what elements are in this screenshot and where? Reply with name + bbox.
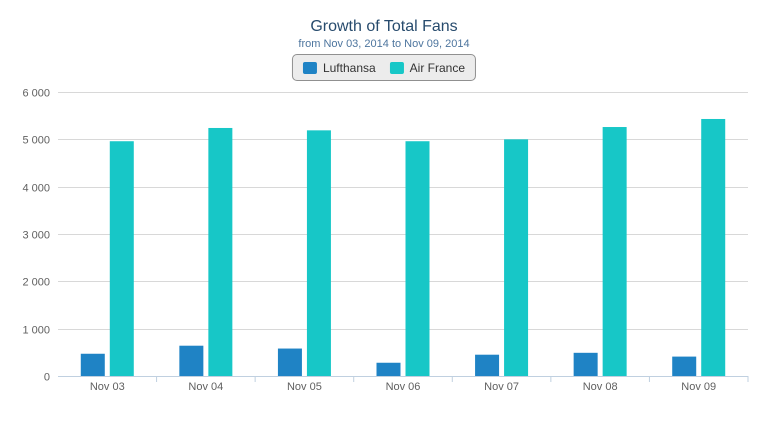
bar-air-france xyxy=(701,118,726,376)
y-tick-label: 0 xyxy=(44,372,50,384)
legend-label-lufthansa: Lufthansa xyxy=(322,60,376,75)
bar-lufthansa xyxy=(376,362,401,376)
legend: Lufthansa Air France xyxy=(291,54,477,81)
y-tick-label: 3 000 xyxy=(22,230,50,242)
bar-lufthansa xyxy=(277,348,302,376)
y-tick-label: 1 000 xyxy=(22,325,50,337)
y-tick-label: 5 000 xyxy=(22,135,50,147)
chart-subtitle: from Nov 03, 2014 to Nov 09, 2014 xyxy=(298,38,470,50)
bar-air-france xyxy=(504,139,529,376)
legend-label-air-france: Air France xyxy=(409,60,466,75)
y-tick-label: 2 000 xyxy=(22,277,50,289)
bar-lufthansa xyxy=(672,356,697,376)
y-tick-label: 6 000 xyxy=(22,88,50,100)
bar-air-france xyxy=(208,127,233,377)
x-tick-label: Nov 06 xyxy=(386,381,421,393)
legend-swatch-lufthansa xyxy=(302,61,317,74)
bar-lufthansa xyxy=(475,354,500,376)
legend-item-air-france[interactable]: Air France xyxy=(389,60,466,75)
x-tick-label: Nov 05 xyxy=(287,381,322,393)
x-tick-label: Nov 03 xyxy=(90,381,125,393)
legend-item-lufthansa[interactable]: Lufthansa xyxy=(302,60,376,75)
bar-lufthansa xyxy=(80,353,105,376)
bar-air-france xyxy=(602,127,627,376)
x-tick-label: Nov 07 xyxy=(484,381,519,393)
bar-lufthansa xyxy=(573,352,598,376)
x-tick-label: Nov 04 xyxy=(188,381,223,393)
x-tick-label: Nov 09 xyxy=(681,381,716,393)
bar-lufthansa xyxy=(179,345,204,376)
y-tick-label: 4 000 xyxy=(22,183,50,195)
chart-title: Growth of Total Fans xyxy=(310,18,458,35)
legend-swatch-air-france xyxy=(389,61,404,74)
bar-air-france xyxy=(405,141,430,376)
x-tick-label: Nov 08 xyxy=(583,381,618,393)
bar-air-france xyxy=(306,130,331,376)
bar-air-france xyxy=(109,141,134,376)
